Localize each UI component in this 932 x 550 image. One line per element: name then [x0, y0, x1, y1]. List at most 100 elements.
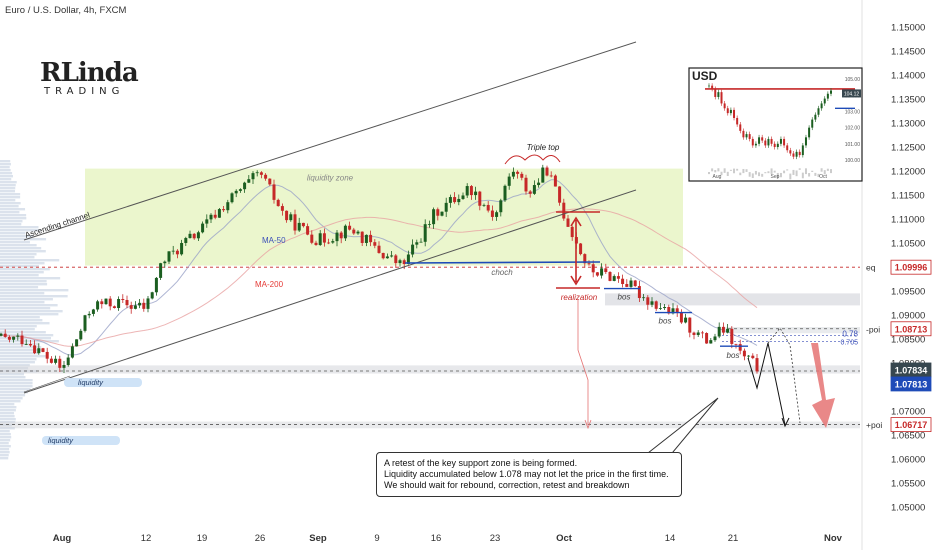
volume-profile-bar [0, 229, 41, 232]
candle-body [0, 333, 3, 336]
inset-tick-label: 100.00 [845, 158, 861, 164]
volume-profile-bar [0, 301, 45, 304]
candle-body [423, 224, 427, 242]
candle-body [532, 185, 536, 194]
price-label-box [890, 376, 932, 392]
projection-drop-line [577, 300, 589, 425]
candle-body [150, 292, 154, 299]
inset-candle-body [723, 103, 726, 109]
realization-arrow [570, 216, 582, 286]
candle-body [381, 252, 385, 259]
inset-volume-bar [823, 170, 826, 175]
volume-profile-bar [0, 361, 35, 364]
candle-body [612, 276, 616, 281]
time-tick-label: 26 [255, 533, 266, 544]
candle-body [87, 313, 91, 316]
candle-body [146, 298, 150, 309]
candle-body [7, 336, 11, 340]
inset-candle-body [811, 119, 814, 128]
inset-volume-bar [708, 172, 710, 175]
inset-candle-body [783, 138, 786, 146]
price-label-value: 1.09996 [895, 263, 928, 273]
volume-profile-bar [0, 436, 12, 439]
candle-body [322, 233, 326, 243]
candle-body [339, 232, 343, 239]
inset-candle-body [729, 109, 732, 114]
candle-body [558, 186, 562, 203]
candle-body [180, 242, 184, 255]
fib-0705-label: 0.705 [840, 339, 858, 346]
inset-candle-body [720, 92, 723, 104]
candle-body [474, 191, 478, 196]
volume-profile-bar [0, 379, 33, 382]
inset-volume-bar [792, 169, 795, 175]
inset-volume-bar [745, 169, 748, 172]
candle-body [255, 172, 259, 174]
candle-body [621, 278, 625, 285]
inset-volume-bar [739, 172, 742, 176]
candle-body [377, 245, 381, 253]
candle-body [457, 198, 461, 203]
candle-body [637, 286, 641, 299]
volume-profile-bar [0, 397, 23, 400]
choch-line [404, 261, 601, 264]
volume-profile-bar [0, 454, 9, 457]
ma-200-label: MA-200 [255, 280, 284, 289]
candle-body [453, 197, 457, 203]
inset-candle-body [764, 140, 767, 146]
candle-body [24, 344, 28, 345]
candle-body [196, 232, 200, 239]
volume-profile-bar [0, 220, 23, 223]
inset-candle-body [739, 124, 742, 131]
volume-profile-bar [0, 451, 10, 454]
price-tick-label: 1.09500 [891, 287, 925, 298]
volume-profile-bar [0, 310, 63, 313]
candle-body [394, 255, 398, 264]
candle-body [604, 268, 608, 273]
realization-label: realization [561, 293, 598, 302]
candle-body [562, 202, 566, 219]
inset-volume-bar [751, 173, 754, 179]
candle-body [171, 250, 175, 252]
candle-body [688, 317, 692, 333]
candle-body [373, 242, 377, 246]
candle-body [20, 335, 24, 345]
volume-profile-bar [0, 337, 52, 340]
candle-body [705, 333, 709, 344]
candle-body [566, 218, 570, 227]
ma-50-label: MA-50 [262, 236, 286, 245]
inset-candle-body [751, 138, 754, 146]
inset-volume-bar [723, 168, 726, 173]
ma-200-line [0, 208, 758, 347]
candle-body [49, 358, 53, 363]
volume-profile-bar [0, 385, 33, 388]
inset-volume-bar [758, 172, 761, 177]
candle-body [658, 308, 662, 309]
candle-body [432, 209, 436, 225]
candle-body [616, 276, 620, 279]
projection-path-2 [767, 327, 801, 424]
volume-profile-bar [0, 250, 46, 253]
volume-profile-bar [0, 349, 42, 352]
candle-body [402, 260, 406, 265]
time-tick-label: 23 [490, 533, 501, 544]
volume-profile-bar [0, 352, 39, 355]
liquidity-label-1: liquidity [78, 378, 104, 387]
inset-title: USD [692, 69, 718, 83]
usd-inset-chart: USD105.00104.00103.00102.00101.00100.001… [688, 67, 863, 182]
volume-profile-bar [0, 298, 53, 301]
price-tick-label: 1.15000 [891, 23, 925, 34]
candle-body [406, 254, 410, 265]
candle-body [595, 272, 599, 276]
inset-candle-body [711, 85, 714, 89]
candle-body [230, 193, 234, 203]
candle-body [369, 234, 373, 243]
price-label-value: 1.08713 [895, 324, 928, 334]
candle-body [348, 225, 352, 230]
candle-body [112, 306, 116, 309]
volume-profile-bar [0, 430, 10, 433]
inset-tick-label: 103.00 [845, 110, 861, 116]
candle-body [54, 358, 58, 363]
candle-body [268, 178, 272, 185]
inset-candle-body [748, 134, 751, 139]
